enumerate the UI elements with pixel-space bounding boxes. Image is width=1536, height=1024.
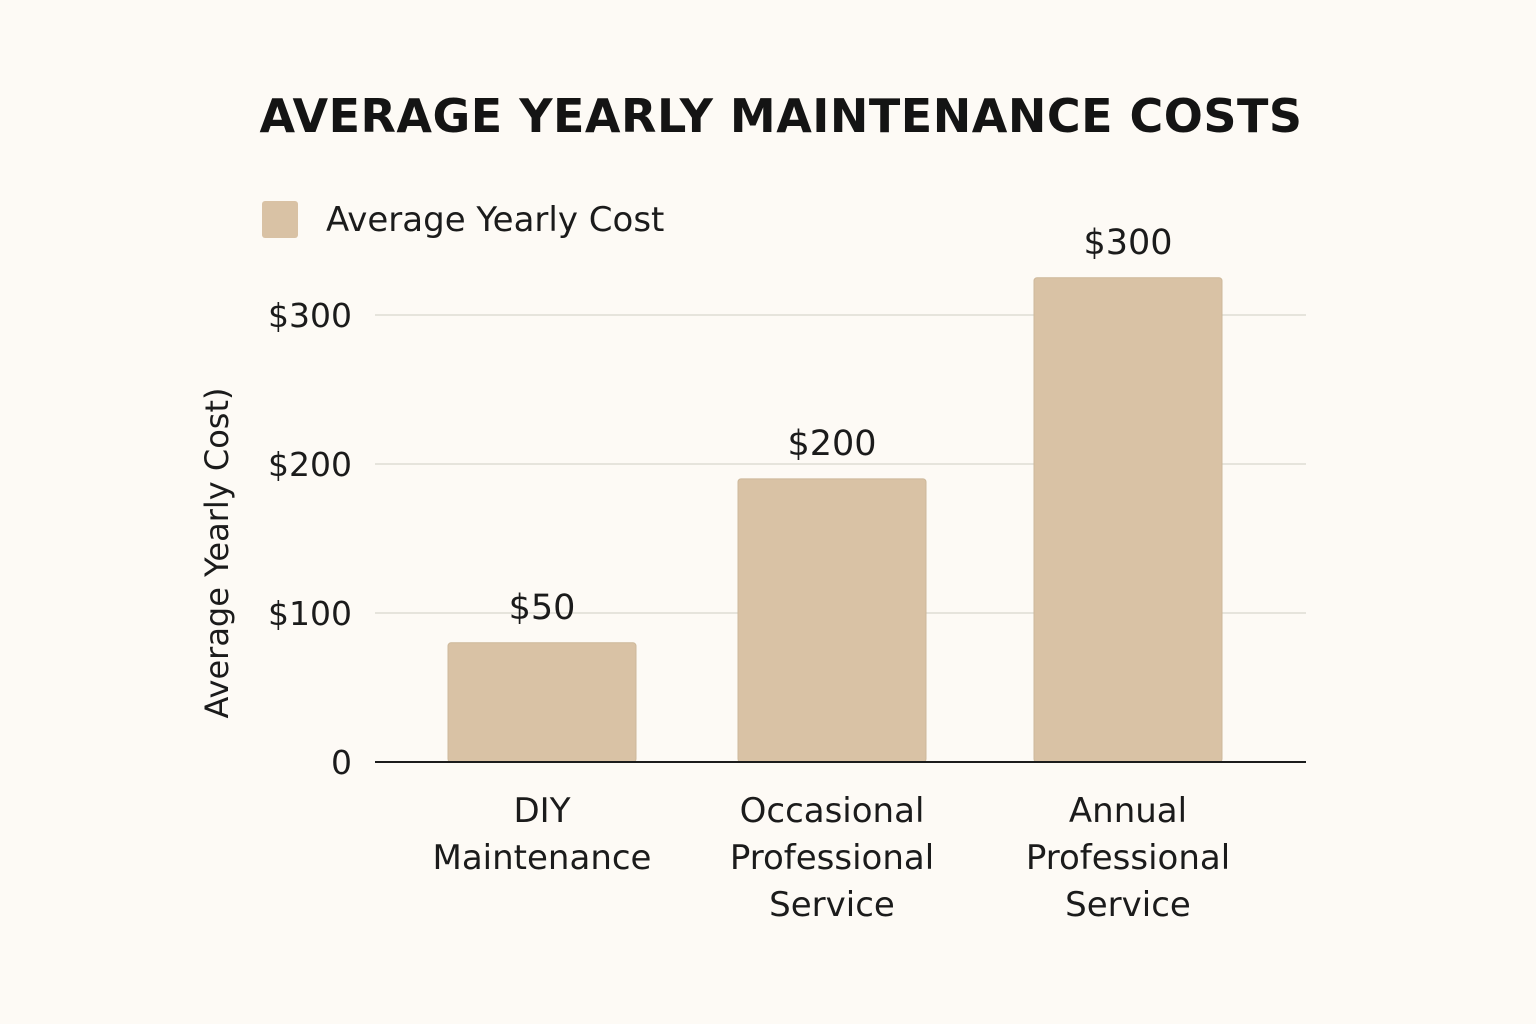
legend-label: Average Yearly Cost <box>326 200 664 240</box>
x-tick-label-1: Occasional Professional Service <box>730 791 934 925</box>
x-axis-ticks: DIY Maintenance Occasional Professional Serv… <box>433 791 1231 925</box>
x-tick-label-line: Service <box>769 885 895 925</box>
bar-0 <box>447 642 637 763</box>
legend: Average Yearly Cost <box>262 200 664 240</box>
x-tick-label-2: Annual Professional Service <box>1026 791 1230 925</box>
x-tick-label-line: Professional <box>730 838 934 878</box>
bar-1 <box>737 478 927 763</box>
y-tick-label: 0 <box>331 743 352 782</box>
x-tick-label-line: Occasional <box>740 791 925 831</box>
y-tick-label: $300 <box>268 296 352 335</box>
data-labels: $50 $200 $300 <box>509 223 1173 628</box>
x-tick-label-line: Maintenance <box>433 838 652 878</box>
bar-2 <box>1033 277 1223 763</box>
data-label-1: $200 <box>787 424 876 464</box>
y-tick-label: $100 <box>268 594 352 633</box>
y-axis-title: Average Yearly Cost) <box>198 388 236 719</box>
legend-swatch <box>262 201 298 238</box>
y-tick-label: $200 <box>268 445 352 484</box>
y-axis-ticks: 0 $100 $200 $300 <box>268 296 352 782</box>
x-tick-label-0: DIY Maintenance <box>433 791 652 878</box>
chart-title: AVERAGE YEARLY MAINTENANCE COSTS <box>259 89 1302 143</box>
x-tick-label-line: DIY <box>514 791 571 831</box>
data-label-0: $50 <box>509 588 576 628</box>
bars <box>447 277 1223 763</box>
x-tick-label-line: Service <box>1065 885 1191 925</box>
x-tick-label-line: Professional <box>1026 838 1230 878</box>
x-tick-label-line: Annual <box>1069 791 1187 831</box>
data-label-2: $300 <box>1083 223 1172 263</box>
